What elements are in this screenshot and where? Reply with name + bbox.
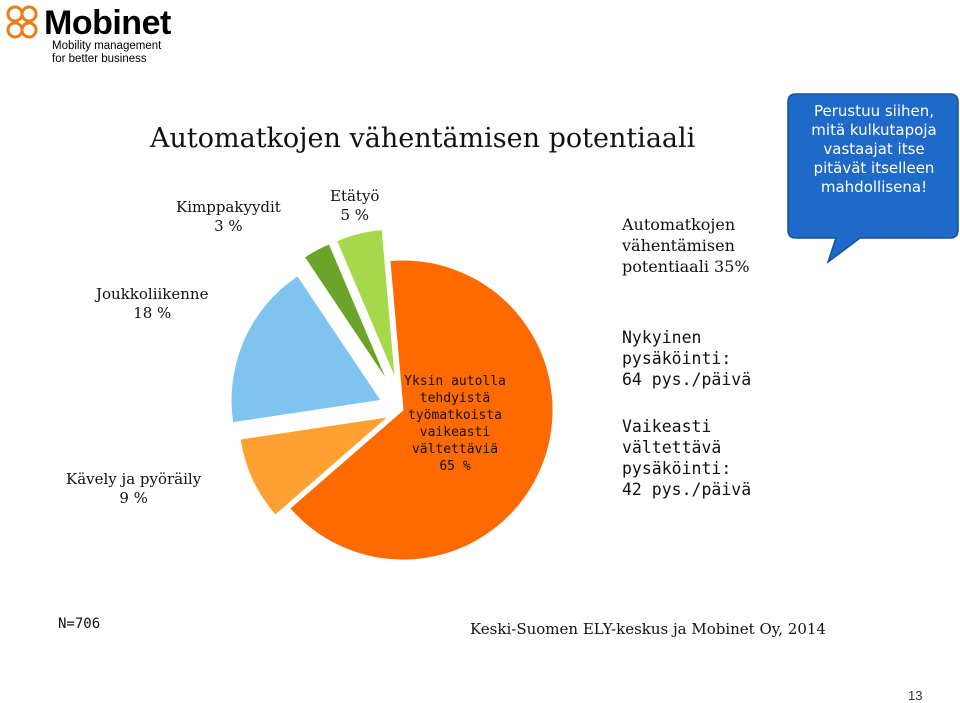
label-kavely-pyoraily-name: Kävely ja pyöräily [66,470,202,488]
label-kimppakyydit: Kimppakyydit 3 % [176,198,281,236]
label-yksin-autolla: Yksin autolla tehdyistä työmatkoista vai… [400,373,510,475]
mobinet-logo: Mobinet Mobility management for better b… [4,4,194,65]
unavoidable-parking-line-2: vältettävä [622,438,722,457]
label-etatyo-name: Etätyö [330,187,380,205]
current-parking-line-3: 64 pys./päivä [622,370,752,389]
unavoidable-parking-line-4: 42 pys./päivä [622,480,752,499]
label-yksin-autolla-line-3: työmatkoista [408,408,502,423]
pie-slice-yksin-autolla [289,259,554,561]
logo-tagline-line-2: for better business [52,53,147,65]
mobinet-logo-icon [6,5,38,39]
pie-slice-joukkoliikenne [230,274,382,424]
label-yksin-autolla-line-2: tehdyistä [419,391,491,406]
callout-bubble-shape [787,93,959,265]
label-kimppakyydit-name: Kimppakyydit [176,198,281,216]
label-yksin-autolla-value: 65 % [439,459,471,474]
page-number: 13 [908,688,923,703]
label-etatyo: Etätyö 5 % [330,187,379,225]
current-parking-text: Nykyinen pysäköinti: 64 pys./päivä [622,327,751,390]
unavoidable-parking-line-3: pysäköinti: [622,459,732,478]
callout-line-1: Perustuu siihen, [813,102,935,120]
pie-slice-etatyo [335,228,396,380]
callout-line-5: mahdollisena! [820,178,928,196]
label-joukkoliikenne: Joukkoliikenne 18 % [96,285,208,323]
source-note: Keski-Suomen ELY-keskus ja Mobinet Oy, 2… [470,620,826,638]
potential-line-1: Automatkojen [622,215,736,234]
pie-slice-kavely-pyoraily [239,415,391,516]
current-parking-line-1: Nykyinen [622,328,702,347]
label-kavely-pyoraily-value: 9 % [119,489,148,507]
label-yksin-autolla-line-1: Yksin autolla [404,374,506,389]
current-parking-line-2: pysäköinti: [622,349,732,368]
label-yksin-autolla-line-4: vaikeasti [419,425,491,440]
callout-text: Perustuu siihen, mitä kulkutapoja vastaa… [790,102,958,197]
slide-title: Automatkojen vähentämisen potentiaali [150,123,696,154]
pie-slice-kimppakyydit [303,243,389,383]
label-kavely-pyoraily: Kävely ja pyöräily 9 % [66,470,201,508]
potential-line-3: potentiaali 35% [622,257,750,276]
label-yksin-autolla-line-5: vältettäviä [411,442,499,457]
unavoidable-parking-line-1: Vaikeasti [622,417,712,436]
label-joukkoliikenne-name: Joukkoliikenne [96,285,209,303]
logo-tagline-line-1: Mobility management [52,40,162,52]
sample-size: N=706 [58,616,101,632]
logo-wordmark: Mobinet [44,4,171,42]
label-kimppakyydit-value: 3 % [214,217,243,235]
callout-line-3: vastaajat itse [823,140,925,158]
label-etatyo-value: 5 % [340,206,370,224]
potential-text: Automatkojen vähentämisen potentiaali 35… [622,214,750,277]
callout-line-2: mitä kulkutapoja [811,121,937,139]
label-joukkoliikenne-value: 18 % [133,304,172,322]
potential-line-2: vähentämisen [622,236,735,255]
unavoidable-parking-text: Vaikeasti vältettävä pysäköinti: 42 pys.… [622,416,751,500]
callout-line-4: pitävät itselleen [813,159,935,177]
